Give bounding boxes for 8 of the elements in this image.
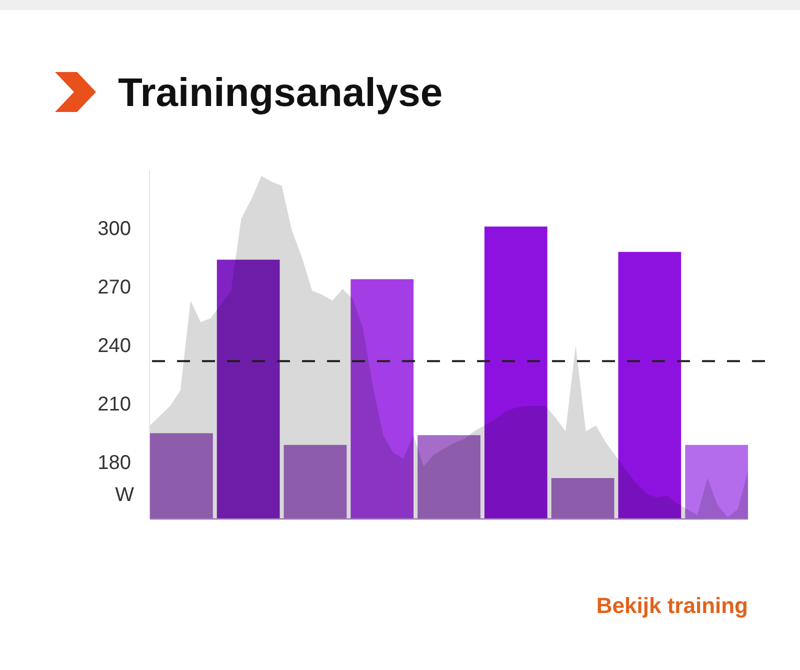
text: Bekijk training: [596, 593, 748, 618]
chart-title: Trainingsanalyse: [118, 71, 443, 115]
y-tick-label: 270: [98, 276, 131, 298]
y-tick-label: 210: [98, 393, 131, 416]
y-tick-label: 240: [98, 334, 131, 357]
y-tick-label: 180: [98, 452, 131, 474]
y-tick-label: 300: [98, 218, 131, 240]
y-axis-title: W: [115, 484, 134, 506]
